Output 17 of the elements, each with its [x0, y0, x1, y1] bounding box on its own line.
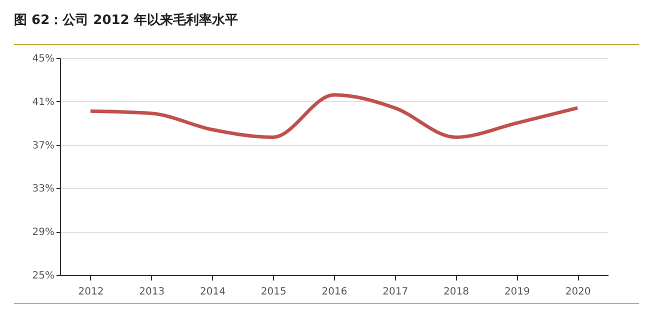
- y-tick-label: 45%: [32, 54, 54, 64]
- x-tick-label: 2013: [139, 286, 165, 298]
- x-tick-label: 2016: [322, 286, 348, 298]
- y-tick-label: 37%: [32, 140, 54, 152]
- y-tick-label: 29%: [32, 227, 54, 238]
- y-tick-label: 33%: [32, 184, 54, 195]
- x-tick-label: 2017: [382, 286, 408, 298]
- x-tick-label: 2020: [565, 286, 591, 298]
- line-series: [88, 93, 580, 139]
- x-tick-label: 2015: [260, 286, 286, 298]
- x-tick-label: 2018: [444, 286, 470, 298]
- y-tick-label: 25%: [32, 270, 54, 282]
- chart-title: 图 62：公司 2012 年以来毛利率水平: [14, 12, 238, 28]
- x-tick-label: 2012: [78, 286, 104, 298]
- y-tick-label: 41%: [32, 96, 54, 108]
- x-tick-label: 2019: [504, 286, 530, 298]
- x-tick-label: 2014: [200, 286, 226, 298]
